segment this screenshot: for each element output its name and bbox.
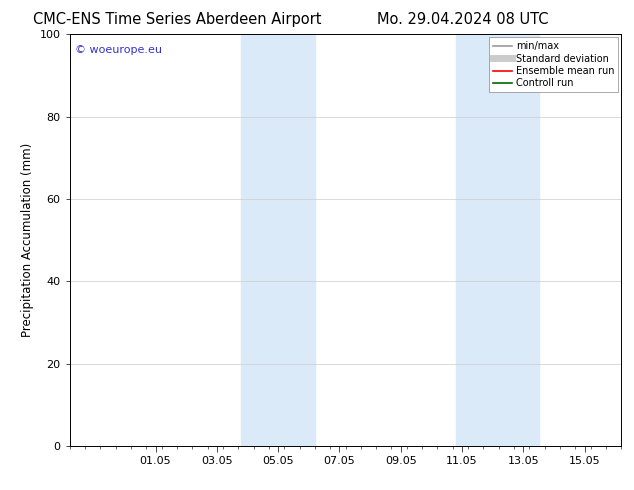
Text: © woeurope.eu: © woeurope.eu <box>75 45 162 54</box>
Bar <box>242 34 315 446</box>
Text: Mo. 29.04.2024 08 UTC: Mo. 29.04.2024 08 UTC <box>377 12 548 27</box>
Text: CMC-ENS Time Series Aberdeen Airport: CMC-ENS Time Series Aberdeen Airport <box>33 12 322 27</box>
Y-axis label: Precipitation Accumulation (mm): Precipitation Accumulation (mm) <box>21 143 34 337</box>
Legend: min/max, Standard deviation, Ensemble mean run, Controll run: min/max, Standard deviation, Ensemble me… <box>489 37 618 92</box>
Bar <box>456 34 538 446</box>
